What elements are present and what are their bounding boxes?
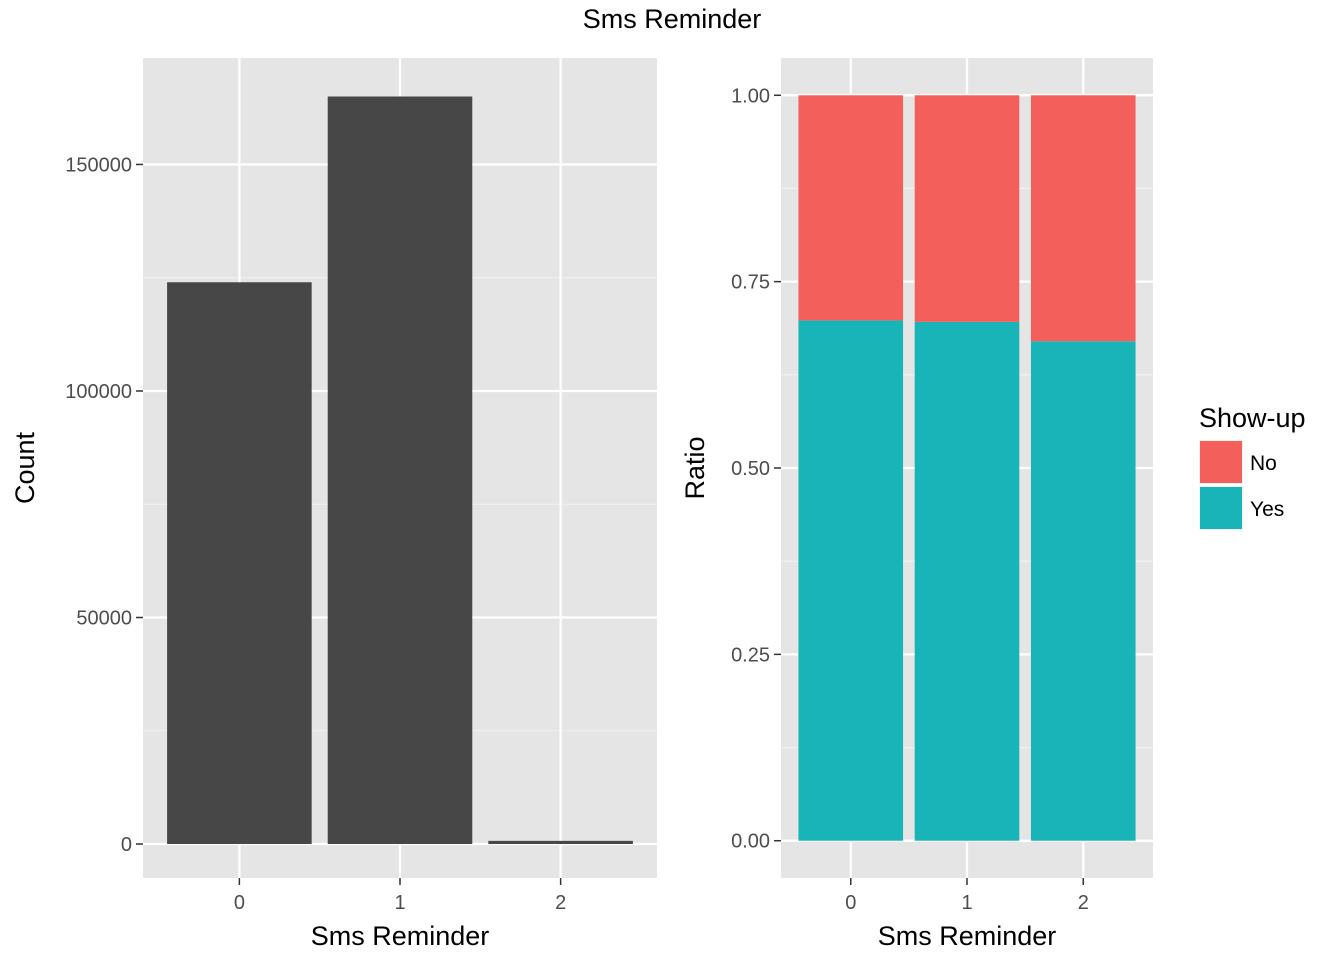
y-tick-label: 1.00 bbox=[731, 85, 770, 107]
legend: Show-up No Yes bbox=[1199, 403, 1306, 530]
x-axis-title: Sms Reminder bbox=[878, 921, 1057, 951]
ratio-panel: 0.00 0.25 0.50 0.75 1.00 0 1 2 Sms Reminder Ratio bbox=[680, 58, 1153, 951]
legend-label-yes: Yes bbox=[1250, 498, 1284, 521]
bar-0 bbox=[167, 282, 312, 845]
x-tick-label: 1 bbox=[394, 892, 405, 914]
bar-yes-2 bbox=[1030, 341, 1136, 841]
y-tick-label: 0.75 bbox=[731, 272, 770, 294]
x-axis-title: Sms Reminder bbox=[311, 921, 490, 951]
y-tick-label: 0.00 bbox=[731, 831, 770, 853]
legend-swatch-no bbox=[1200, 441, 1242, 483]
y-tick-label: 150000 bbox=[65, 154, 132, 176]
x-tick-label: 2 bbox=[1078, 892, 1089, 914]
bar-2 bbox=[488, 840, 633, 845]
count-panel: 0 50000 100000 150000 0 1 2 Sms Reminder Count bbox=[10, 58, 657, 951]
y-tick-label: 50000 bbox=[76, 608, 132, 630]
bar-1 bbox=[327, 96, 473, 845]
legend-label-no: No bbox=[1250, 452, 1277, 475]
y-tick-label: 0.25 bbox=[731, 644, 770, 666]
x-tick-label: 0 bbox=[234, 892, 245, 914]
legend-title: Show-up bbox=[1199, 403, 1306, 433]
legend-swatch-yes bbox=[1200, 487, 1242, 529]
y-tick-label: 0 bbox=[121, 834, 132, 856]
x-tick-label: 1 bbox=[961, 892, 972, 914]
x-tick-label: 0 bbox=[845, 892, 856, 914]
bar-yes-0 bbox=[798, 320, 904, 841]
x-tick-label: 2 bbox=[555, 892, 566, 914]
y-axis-title: Ratio bbox=[680, 436, 710, 499]
y-axis-title: Count bbox=[10, 431, 40, 504]
y-tick-label: 100000 bbox=[65, 381, 132, 403]
bar-no-1 bbox=[914, 95, 1020, 322]
y-tick-label: 0.50 bbox=[731, 458, 770, 480]
bar-no-2 bbox=[1030, 95, 1136, 342]
page-title: Sms Reminder bbox=[582, 4, 762, 34]
bar-yes-1 bbox=[914, 321, 1020, 841]
bar-no-0 bbox=[798, 95, 904, 321]
